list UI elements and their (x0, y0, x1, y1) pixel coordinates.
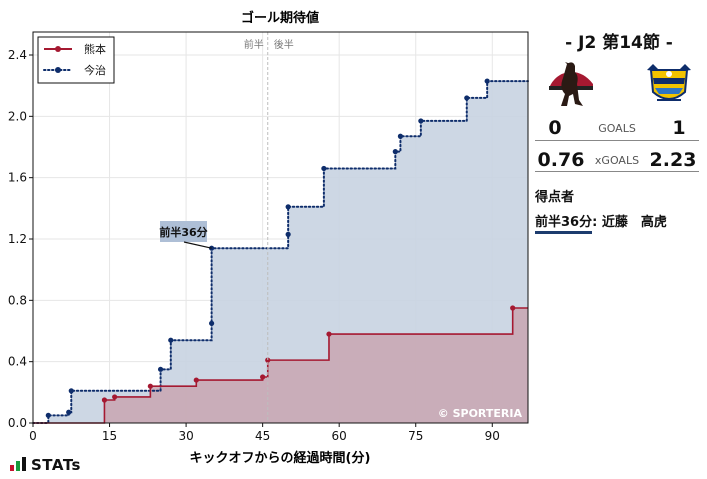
data-point (418, 118, 424, 124)
data-point (397, 133, 404, 139)
divider (535, 171, 699, 172)
data-point (209, 320, 215, 326)
legend-marker (55, 67, 61, 73)
data-point (168, 337, 174, 343)
stats-logo-text: STATs (31, 456, 81, 474)
data-point (326, 331, 332, 337)
data-point (147, 383, 153, 389)
data-point (45, 412, 51, 418)
scorer-time: 前半36分 (535, 214, 593, 234)
data-point (260, 374, 266, 380)
data-point (321, 165, 327, 172)
goals-label: GOALS (598, 121, 636, 135)
stats-logo: STATs (10, 456, 81, 474)
x-tick-label: 45 (255, 429, 270, 443)
data-point (66, 409, 72, 415)
data-point (464, 95, 470, 101)
stats-logo-icon (10, 457, 26, 471)
x-tick-label: 30 (178, 429, 193, 443)
y-tick-label: 2.4 (8, 48, 27, 62)
axis-ticks: 0 15 30 45 60 75 90 0.0 0.4 0.8 1.2 1.6 2.0 2.4 (8, 48, 500, 443)
data-point (101, 397, 108, 403)
data-point (193, 377, 199, 383)
watermark: © SPORTERIA (438, 407, 523, 420)
goals-row: 0 GOALS 1 (535, 117, 699, 139)
home-goals: 0 (548, 117, 562, 139)
data-point (510, 305, 516, 311)
data-point (285, 204, 291, 210)
data-point (392, 149, 398, 155)
goal-annotation: 前半36分 (159, 221, 212, 249)
data-point (484, 78, 490, 84)
legend-label: 今治 (84, 63, 106, 77)
first-half-label: 前半 (244, 38, 264, 51)
home-crest-icon (549, 62, 593, 106)
series-area (33, 308, 528, 423)
area-fills (33, 81, 528, 424)
scorers-title: 得点者 (535, 190, 575, 205)
home-xg: 0.76 (537, 149, 585, 171)
annotation-pointer (183, 241, 212, 249)
xgoals-row: 0.76 xGOALS 2.23 (535, 149, 699, 171)
divider (535, 140, 699, 141)
away-goals: 1 (672, 117, 686, 139)
halftime-marker: 前半 後半 (244, 32, 294, 423)
scorer-entry: 前半36分: 近藤 高虎 (535, 211, 667, 234)
data-point (68, 388, 74, 394)
y-tick-label: 0.4 (8, 355, 27, 369)
match-title: - J2 第14節 - (565, 33, 673, 53)
x-tick-label: 15 (102, 429, 117, 443)
y-tick-label: 1.2 (8, 232, 27, 246)
legend-marker (55, 46, 61, 52)
x-tick-label: 75 (408, 429, 423, 443)
y-tick-label: 0.0 (8, 416, 27, 430)
away-crest-icon (647, 64, 691, 101)
annotation-label: 前半36分 (159, 225, 207, 239)
x-axis-title: キックオフからの経過時間(分) (190, 450, 371, 466)
y-tick-label: 1.6 (8, 171, 27, 185)
series-line (33, 307, 528, 424)
second-half-label: 後半 (274, 38, 294, 51)
x-tick-label: 60 (332, 429, 347, 443)
data-point (265, 357, 271, 363)
legend-box (37, 36, 115, 84)
annotation-box (160, 221, 207, 242)
scorer-name: : 近藤 高虎 (592, 215, 667, 230)
legend-label: 熊本 (84, 42, 106, 56)
data-point (157, 366, 164, 372)
xgoals-label: xGOALS (594, 153, 640, 167)
y-tick-label: 2.0 (8, 109, 27, 123)
data-point (112, 394, 118, 400)
x-tick-label: 0 (29, 429, 37, 443)
away-xg: 2.23 (649, 149, 697, 171)
y-tick-label: 0.8 (8, 293, 27, 307)
data-point (285, 231, 291, 237)
series-lines (32, 78, 529, 424)
chart-title: ゴール期待値 (241, 10, 319, 26)
plot-frame (32, 31, 529, 424)
x-tick-label: 90 (485, 429, 500, 443)
match-panel: - J2 第14節 - 0 GOALS 1 0.76 xGOALS 2.23 得… (535, 0, 707, 479)
